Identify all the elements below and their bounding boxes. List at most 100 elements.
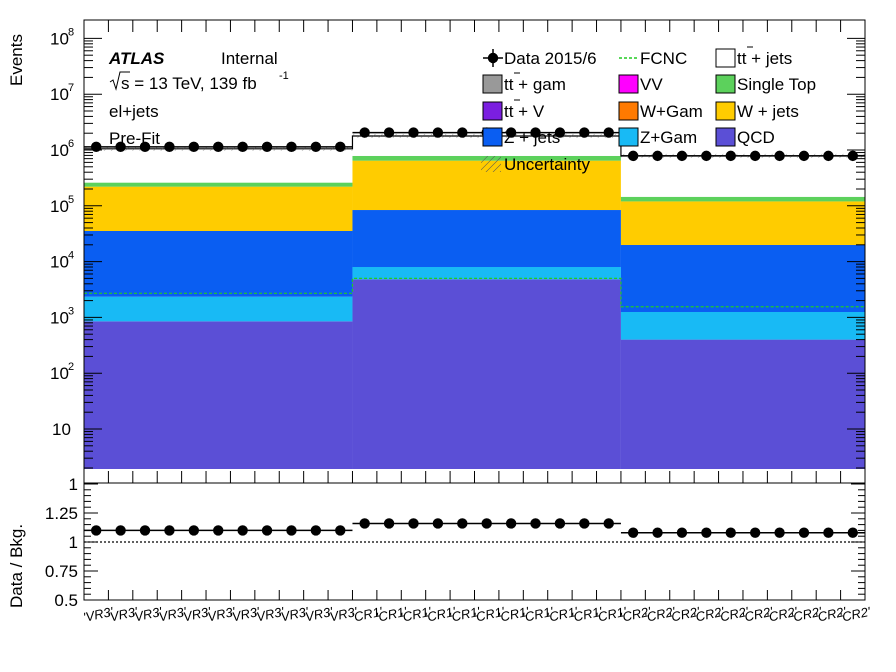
data-point bbox=[383, 127, 395, 138]
data-point bbox=[823, 150, 834, 162]
legend-swatch bbox=[715, 48, 736, 68]
legend-item-tt-gam: tt + gam bbox=[482, 72, 566, 94]
legend-swatch bbox=[618, 101, 639, 121]
stack-bar-w-jets-cr2 bbox=[620, 201, 865, 245]
legend-label: tt + jets bbox=[737, 49, 792, 68]
atlas-labels: ATLAS Internal s = 13 TeV, 139 fb -1 el+… bbox=[108, 49, 289, 148]
x-tick-label: 'VR3' bbox=[228, 604, 261, 625]
ratio-y-tick-label: 1.25 bbox=[45, 504, 78, 523]
ratio-point bbox=[213, 525, 224, 536]
y-tick-label: 10 bbox=[52, 420, 71, 439]
ratio-point bbox=[652, 527, 663, 538]
sqrt-symbol bbox=[109, 71, 130, 91]
x-tick-label: 'CR1' bbox=[375, 604, 409, 625]
y-tick-exponent: 7 bbox=[68, 82, 74, 94]
ratio-point bbox=[261, 525, 273, 536]
data-point bbox=[676, 150, 688, 162]
legend-item-w-gam: W+Gam bbox=[618, 101, 703, 121]
y-tick-label: 10 bbox=[50, 141, 69, 160]
data-point bbox=[335, 141, 346, 153]
internal-label: Internal bbox=[221, 49, 278, 68]
ratio-point bbox=[432, 518, 444, 529]
stack-bar-single-top-cr2 bbox=[620, 196, 865, 202]
x-tick-label: 'CR2' bbox=[643, 604, 677, 625]
stack-bar-w-jets-vr3 bbox=[84, 186, 353, 231]
legend-swatch bbox=[715, 127, 736, 147]
stack-bar-z-gam-cr1 bbox=[352, 267, 621, 280]
ratio-y-tick-label: 1 bbox=[69, 533, 78, 552]
legend-item-vv: VV bbox=[618, 74, 663, 94]
legend-label: FCNC bbox=[640, 49, 687, 68]
data-point bbox=[408, 127, 419, 138]
y-tick-exponent: 6 bbox=[68, 138, 74, 150]
y-tick-label: 10 bbox=[50, 85, 69, 104]
legend-label: W+Gam bbox=[640, 102, 703, 121]
ratio-point bbox=[603, 518, 614, 529]
x-tick-label: 'CR1' bbox=[472, 604, 506, 625]
data-point bbox=[261, 141, 273, 153]
x-tick-label: 'CR2' bbox=[814, 604, 848, 625]
legend-swatch bbox=[715, 101, 736, 121]
x-tick-label: 'VR3' bbox=[277, 604, 310, 625]
legend-label: W + jets bbox=[737, 102, 799, 121]
legend-item-single-top: Single Top bbox=[715, 74, 816, 94]
legend-hatch bbox=[481, 156, 501, 172]
data-point bbox=[579, 127, 590, 138]
legend-swatch bbox=[618, 74, 639, 94]
legend: Data 2015/6 FCNC tt + jets tt + gam VV Single… bbox=[481, 46, 816, 174]
legend-label: Data 2015/6 bbox=[504, 49, 597, 68]
ratio-point bbox=[481, 518, 492, 529]
stack-bar-qcd-cr1 bbox=[352, 279, 621, 469]
ratio-point bbox=[237, 525, 248, 536]
atlas-label: ATLAS bbox=[108, 49, 165, 68]
x-tick-label: 'VR3' bbox=[106, 604, 139, 625]
stack-bar-z-gam-vr3 bbox=[84, 296, 353, 322]
svg-text:s = 13 TeV, 139 fb: s = 13 TeV, 139 fb bbox=[121, 74, 257, 93]
x-tick-label: 'VR3' bbox=[253, 604, 286, 625]
x-tick-label: 'VR3' bbox=[82, 604, 115, 625]
stack-bar-z-jets-cr1 bbox=[352, 210, 621, 268]
legend-swatch bbox=[482, 127, 503, 147]
ratio-point bbox=[115, 525, 126, 536]
y-tick-label: 10 bbox=[50, 364, 69, 383]
ratio-point bbox=[530, 518, 541, 529]
y-tick-label: 10 bbox=[50, 308, 69, 327]
legend-label: Z + jets bbox=[504, 128, 560, 147]
x-tick-label: 'CR2' bbox=[789, 604, 823, 625]
data-point bbox=[725, 150, 736, 162]
x-tick-label: 'VR3' bbox=[326, 604, 359, 625]
fit-label: Pre-Fit bbox=[109, 129, 160, 148]
ratio-point bbox=[359, 518, 370, 529]
ratio-point bbox=[383, 518, 395, 529]
ratio-y-tick-label: 0.5 bbox=[54, 591, 78, 610]
data-point bbox=[847, 150, 858, 162]
x-tick-label: 'CR2' bbox=[741, 604, 775, 625]
data-point bbox=[749, 150, 761, 162]
ratio-point bbox=[847, 527, 858, 538]
data-point bbox=[432, 127, 444, 138]
legend-item-w-jets: W + jets bbox=[715, 101, 799, 121]
ratio-point bbox=[676, 527, 688, 538]
legend-item-data-2015-6: Data 2015/6 bbox=[483, 49, 597, 68]
x-tick-label: 'VR3' bbox=[155, 604, 188, 625]
legend-swatch bbox=[715, 74, 736, 94]
energy-lumi-label: s = 13 TeV, 139 fb -1 bbox=[109, 70, 289, 93]
ratio-point bbox=[188, 525, 200, 536]
data-point bbox=[213, 141, 224, 153]
ratio-point bbox=[798, 527, 810, 538]
data-point bbox=[701, 150, 712, 162]
ratio-point bbox=[823, 527, 834, 538]
stack-bar-tt-jets-vr3 bbox=[84, 148, 353, 183]
legend-item-z-jets: Z + jets bbox=[482, 127, 560, 147]
legend-data-marker bbox=[487, 52, 499, 64]
x-tick-label: 'CR1' bbox=[399, 604, 433, 625]
data-point bbox=[115, 141, 126, 153]
legend-item-uncertainty: Uncertainty bbox=[481, 155, 590, 174]
ratio-point bbox=[701, 527, 712, 538]
data-point bbox=[164, 141, 175, 153]
legend-label: QCD bbox=[737, 128, 775, 147]
ratio-y-axis-label: Data / Bkg. bbox=[7, 524, 26, 608]
